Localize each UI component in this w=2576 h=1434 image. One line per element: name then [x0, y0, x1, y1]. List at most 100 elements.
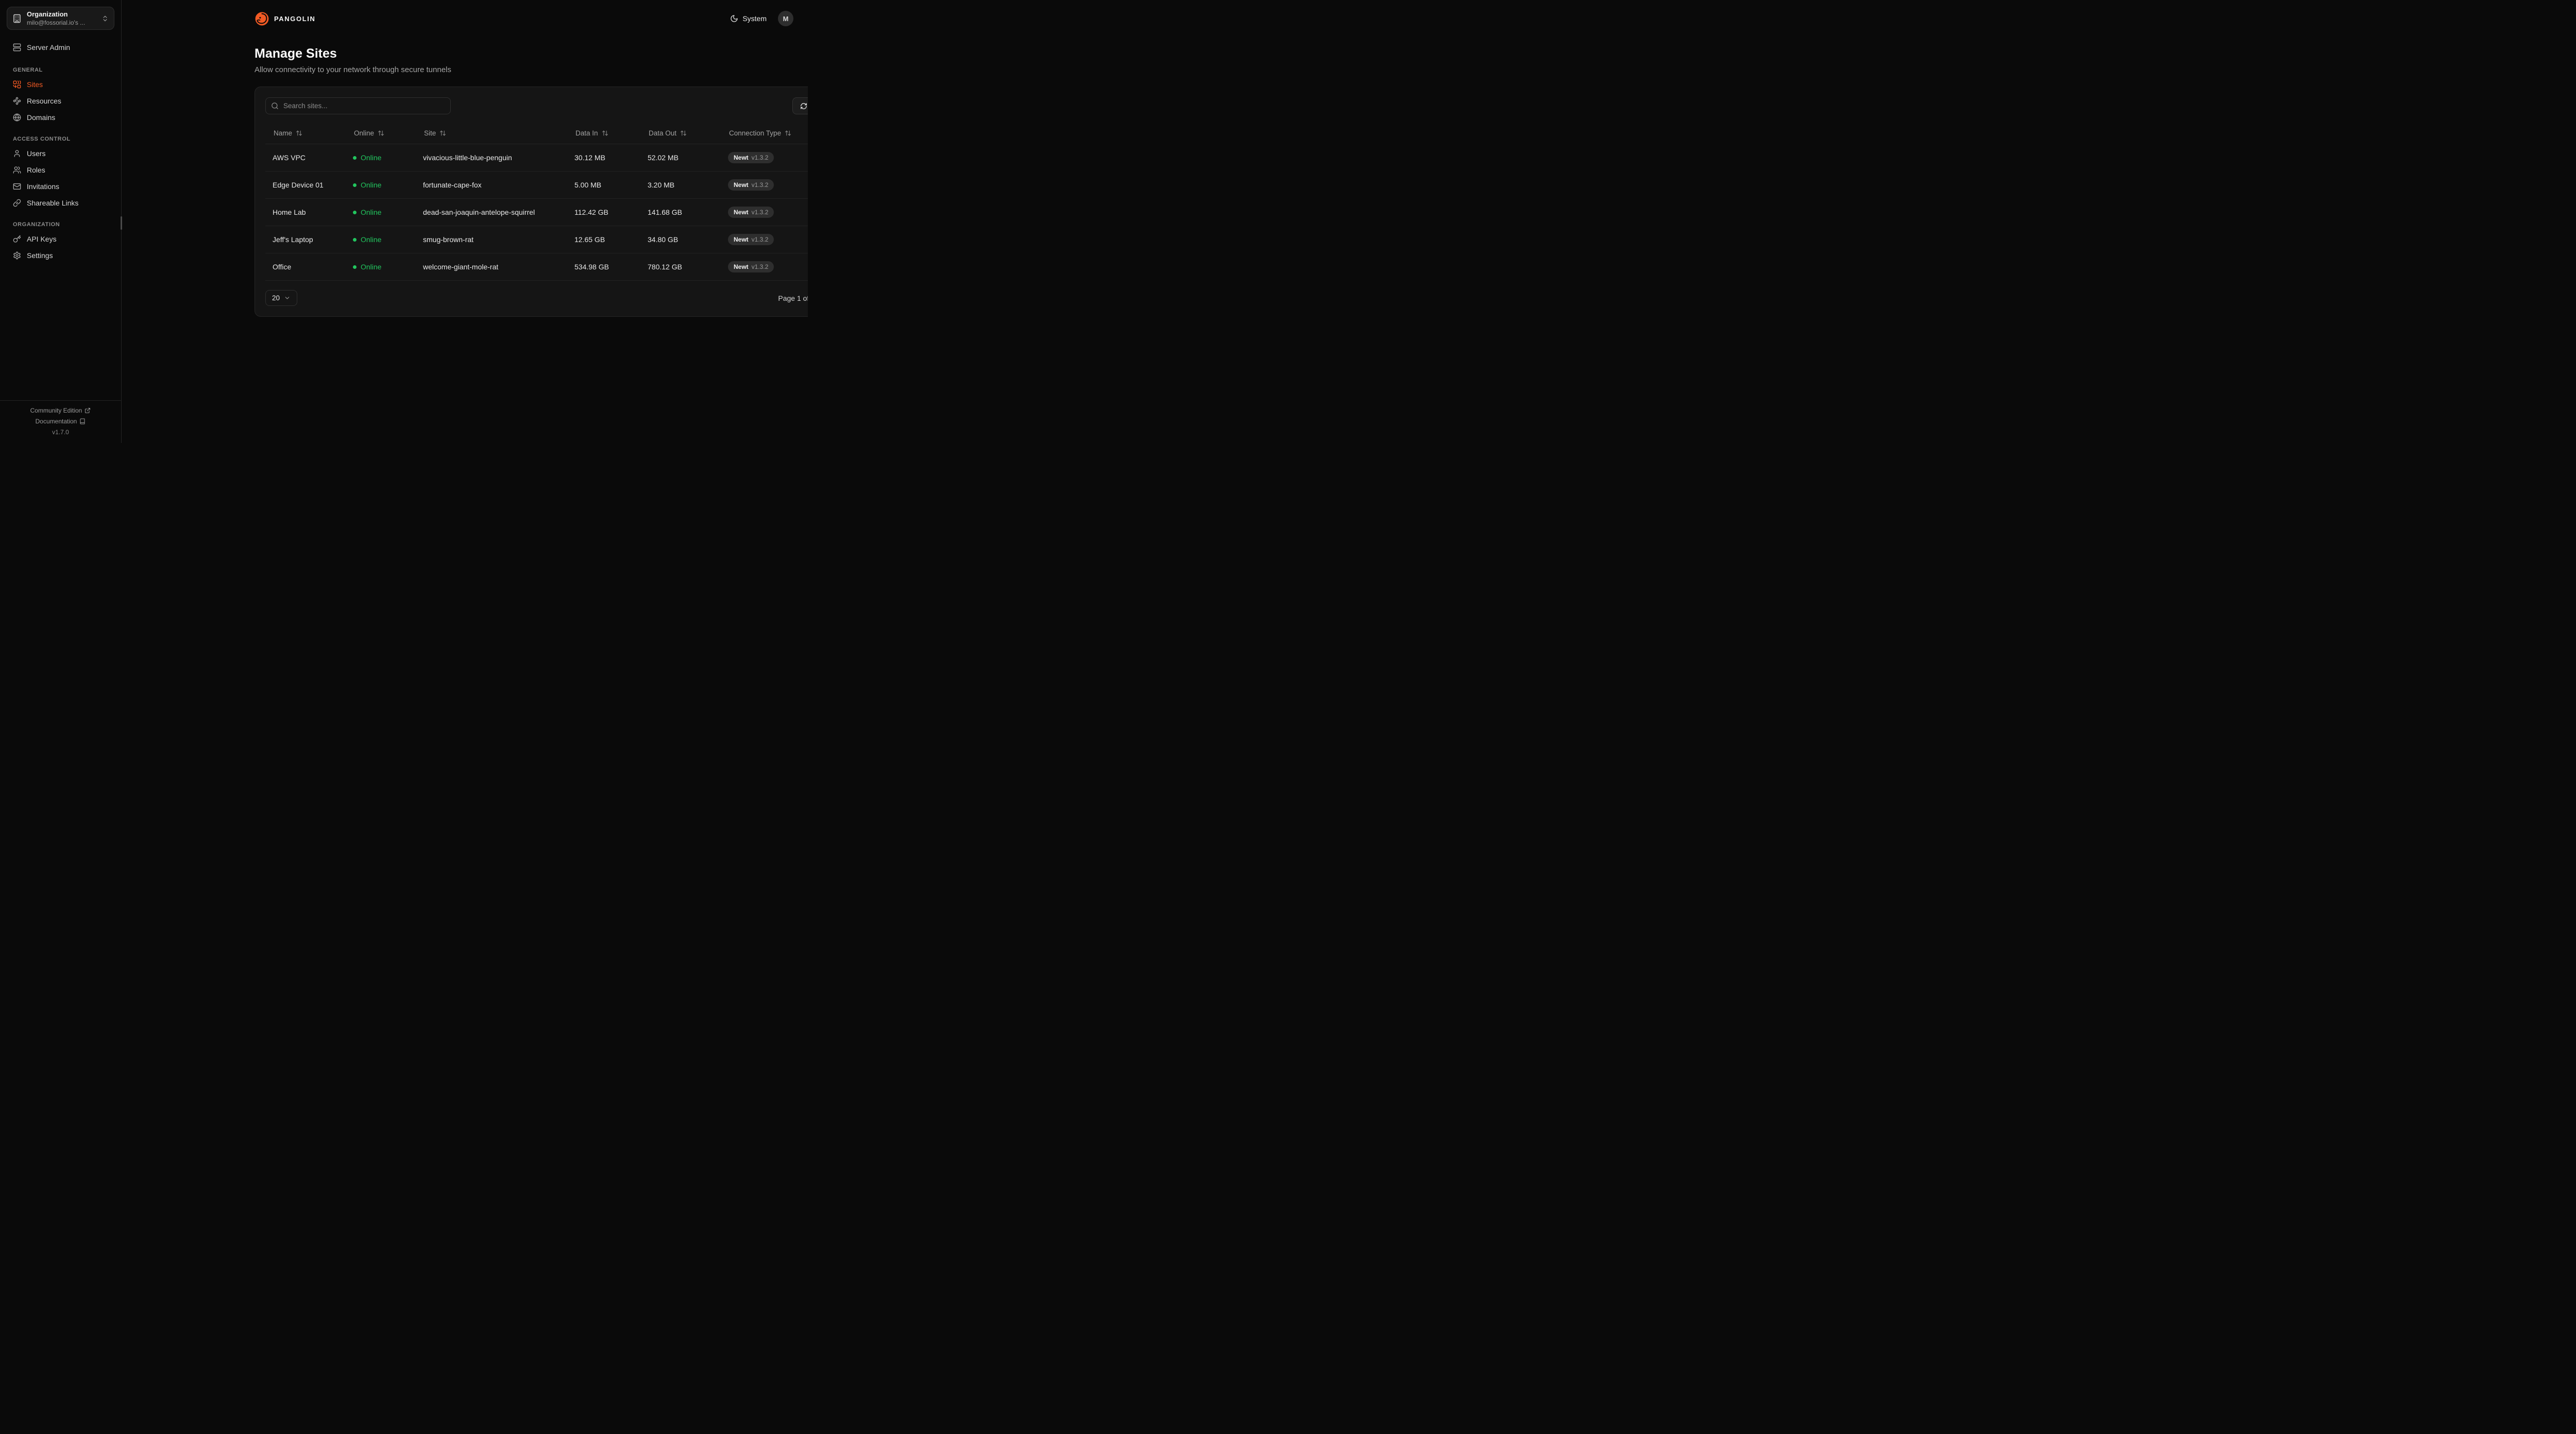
sort-icon [296, 130, 302, 136]
connection-version: v1.3.2 [751, 181, 769, 189]
sidebar-item-label: Shareable Links [27, 199, 79, 207]
community-edition-link[interactable]: Community Edition [30, 407, 91, 414]
documentation-link[interactable]: Documentation [36, 418, 86, 425]
avatar-initial: M [783, 14, 789, 23]
book-icon [79, 418, 86, 424]
sidebar-item-api-keys[interactable]: API Keys [7, 231, 114, 247]
connection-version: v1.3.2 [751, 236, 769, 243]
page-size-value: 20 [272, 294, 280, 302]
user-avatar[interactable]: M [778, 11, 793, 26]
user-icon [13, 149, 21, 158]
sidebar-item-resources[interactable]: Resources [7, 93, 114, 109]
online-status-dot [353, 210, 357, 214]
sidebar-footer: Community Edition Documentation v1.7.0 [0, 400, 121, 443]
cell-data-in: 112.42 GB [574, 208, 608, 216]
cell-data-out: 3.20 MB [648, 181, 675, 189]
online-status-dot [353, 265, 357, 269]
cell-name: AWS VPC [273, 153, 306, 162]
connection-name: Newt [734, 263, 749, 270]
sidebar-item-domains[interactable]: Domains [7, 109, 114, 126]
cell-data-out: 141.68 GB [648, 208, 682, 216]
sidebar-item-settings[interactable]: Settings [7, 247, 114, 264]
cell-online: Online [346, 208, 416, 216]
cell-online: Online [346, 181, 416, 189]
search-input[interactable] [265, 97, 451, 114]
theme-label: System [742, 14, 767, 23]
sidebar-item-server-admin[interactable]: Server Admin [7, 39, 114, 56]
table-row: Home Lab Online dead-san-joaquin-antelop… [265, 199, 808, 226]
sidebar-item-users[interactable]: Users [7, 145, 114, 162]
connection-name: Newt [734, 154, 749, 161]
page-subtitle: Allow connectivity to your network throu… [255, 65, 451, 74]
online-status-dot [353, 156, 357, 160]
community-edition-label: Community Edition [30, 407, 82, 414]
sidebar-item-label: Settings [27, 251, 53, 260]
cell-data-in: 5.00 MB [574, 181, 602, 189]
connection-type-badge: Newt v1.3.2 [728, 152, 774, 163]
pangolin-logo [255, 11, 269, 26]
theme-selector[interactable]: System [730, 14, 767, 23]
cell-online: Online [346, 153, 416, 162]
online-status-label: Online [361, 208, 382, 216]
key-icon [13, 235, 21, 243]
page-info: Page 1 of 1 [778, 294, 808, 302]
cell-name: Home Lab [273, 208, 306, 216]
refresh-icon [800, 103, 807, 110]
cell-name: Jeff's Laptop [273, 235, 313, 244]
cell-data-in: 30.12 MB [574, 153, 605, 162]
section-label-access-control: ACCESS CONTROL [13, 136, 71, 142]
sort-icon [439, 130, 446, 136]
org-switcher-text: Organization milo@fossorial.io's ... [27, 10, 96, 26]
sidebar-item-invitations[interactable]: Invitations [7, 178, 114, 195]
column-header-data-in[interactable]: Data In [567, 129, 640, 137]
cell-site: fortunate-cape-fox [423, 181, 482, 189]
connection-type-badge: Newt v1.3.2 [728, 179, 774, 191]
cell-site: welcome-giant-mole-rat [423, 263, 499, 271]
column-header-connection-type[interactable]: Connection Type [721, 129, 808, 137]
main-area: PANGOLIN System M Manage Sites Allow con… [122, 0, 808, 443]
section-label-organization: ORGANIZATION [13, 221, 60, 228]
table-row: AWS VPC Online vivacious-little-blue-pen… [265, 144, 808, 172]
sidebar-nav: Server Admin GENERAL Sites Resources Do [7, 39, 114, 264]
page-size-select[interactable]: 20 [265, 290, 298, 306]
cell-site: smug-brown-rat [423, 235, 474, 244]
external-link-icon [84, 407, 91, 414]
sidebar-item-roles[interactable]: Roles [7, 162, 114, 178]
online-status-dot [353, 237, 357, 242]
org-switcher-title: Organization [27, 10, 68, 18]
search-icon [271, 102, 279, 110]
cell-name: Office [273, 263, 292, 271]
connection-name: Newt [734, 209, 749, 216]
connection-version: v1.3.2 [751, 154, 769, 161]
sidebar-item-label: Invitations [27, 182, 60, 191]
connection-type-badge: Newt v1.3.2 [728, 261, 774, 272]
cell-data-out: 34.80 GB [648, 235, 679, 244]
sidebar-item-sites[interactable]: Sites [7, 76, 114, 93]
sort-icon [378, 130, 384, 136]
org-switcher[interactable]: Organization milo@fossorial.io's ... [7, 7, 114, 30]
moon-icon [730, 14, 738, 23]
column-header-online[interactable]: Online [346, 129, 416, 137]
sidebar-resize-handle[interactable] [121, 216, 122, 230]
online-status-dot [353, 183, 357, 187]
globe-icon [13, 113, 21, 122]
server-icon [13, 43, 21, 52]
table-row: Office Online welcome-giant-mole-rat 534… [265, 253, 808, 281]
cell-connection-type: Newt v1.3.2 [721, 207, 808, 218]
link-icon [13, 199, 21, 207]
column-header-site[interactable]: Site [416, 129, 567, 137]
cell-online: Online [346, 263, 416, 271]
cell-connection-type: Newt v1.3.2 [721, 261, 808, 272]
sidebar-item-shareable-links[interactable]: Shareable Links [7, 195, 114, 211]
users-icon [13, 166, 21, 174]
cell-name: Edge Device 01 [273, 181, 324, 189]
sidebar-item-label: Domains [27, 113, 56, 122]
refresh-button[interactable]: Refresh [792, 97, 808, 114]
sites-table: Name Online Site Data In [265, 123, 808, 281]
column-header-name[interactable]: Name [265, 129, 346, 137]
brand: PANGOLIN [255, 11, 315, 26]
mail-icon [13, 182, 21, 191]
column-header-data-out[interactable]: Data Out [640, 129, 721, 137]
connection-type-badge: Newt v1.3.2 [728, 207, 774, 218]
connection-version: v1.3.2 [751, 263, 769, 270]
